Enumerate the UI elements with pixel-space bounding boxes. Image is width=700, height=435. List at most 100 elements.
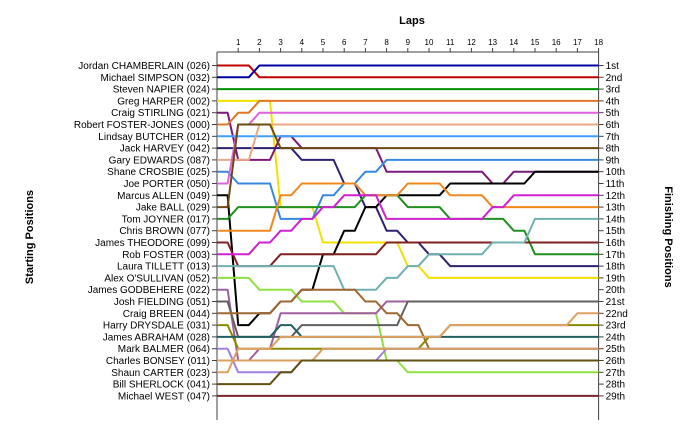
starting-label: Rob FOSTER (003) [122, 250, 210, 261]
finishing-label: 15th [606, 226, 625, 237]
starting-label: James GODBEHERE (022) [88, 285, 210, 296]
series-line [217, 194, 599, 256]
finishing-label: 13th [606, 203, 625, 214]
starting-label: Robert FOSTER-JONES (000) [74, 120, 210, 131]
series-lines [217, 64, 599, 397]
lap-tick-label: 12 [467, 38, 476, 47]
finishing-label: 23rd [606, 321, 626, 332]
lap-tick-label: 14 [509, 38, 518, 47]
starting-label: Michael WEST (047) [118, 391, 210, 402]
series-line [217, 288, 599, 350]
finishing-label: 14th [606, 214, 625, 225]
lap-tick-label: 15 [531, 38, 540, 47]
series-line [217, 111, 599, 185]
series-line [217, 147, 599, 268]
series-line [217, 99, 599, 126]
starting-label: Harry DRYSDALE (031) [103, 321, 210, 332]
starting-label: Shaun CARTER (023) [111, 368, 210, 379]
starting-position-labels: Jordan CHAMBERLAIN (026)Michael SIMPSON … [74, 61, 217, 402]
finishing-label: 11th [606, 179, 625, 190]
lap-tick-label: 17 [573, 38, 582, 47]
series-line [217, 64, 599, 79]
finishing-label: 19th [606, 273, 625, 284]
finishing-label: 22nd [606, 309, 628, 320]
finishing-label: 18th [606, 262, 625, 273]
lap-tick-label: 16 [552, 38, 561, 47]
series-line [217, 99, 599, 279]
starting-label: Marcus ALLEN (049) [117, 191, 210, 202]
series-line [217, 182, 599, 232]
starting-label: James THEODORE (099) [95, 238, 210, 249]
finishing-label: 4th [606, 96, 620, 107]
finishing-label: 16th [606, 238, 625, 249]
lap-tick-label: 11 [446, 38, 455, 47]
finishing-label: 5th [606, 108, 620, 119]
starting-label: Lindsay BUTCHER (012) [98, 132, 210, 143]
lap-tick-label: 13 [488, 38, 497, 47]
lap-tick-label: 1 [236, 38, 241, 47]
finishing-position-labels: 1st2nd3rd4th5th6th7th8th9th10th11th12th1… [598, 61, 628, 402]
starting-label: Mark BALMER (064) [118, 344, 210, 355]
lap-tick-label: 8 [384, 38, 389, 47]
finishing-label: 6th [606, 120, 620, 131]
starting-label: Laura TILLETT (013) [117, 262, 210, 273]
starting-label: Josh FIELDING (051) [114, 297, 210, 308]
finishing-label: 26th [606, 356, 625, 367]
starting-label: Jordan CHAMBERLAIN (026) [78, 61, 210, 72]
starting-label: Alex O'SULLIVAN (052) [104, 273, 210, 284]
finishing-label: 10th [606, 167, 625, 178]
series-line [217, 359, 599, 386]
chart-title: Laps [399, 15, 425, 27]
starting-label: Joe PORTER (050) [123, 179, 210, 190]
starting-label: Jack HARVEY (042) [120, 144, 210, 155]
lap-tick-label: 18 [594, 38, 603, 47]
series-line [217, 64, 599, 79]
finishing-label: 27th [606, 368, 625, 379]
lap-ticks: 1 2 3 4 5 6 7 8 9 10 11 12 13 14 15 16 17 18 [236, 38, 604, 52]
finishing-label: 3rd [606, 85, 620, 96]
finishing-label: 8th [606, 144, 620, 155]
series-line [217, 347, 599, 362]
starting-label: Jake BALL (029) [136, 203, 210, 214]
finishing-label: 21st [606, 297, 625, 308]
finishing-label: 20th [606, 285, 625, 296]
series-line [217, 312, 599, 374]
starting-label: Chris BROWN (077) [119, 226, 210, 237]
series-line [217, 111, 599, 185]
series-line [217, 217, 599, 291]
finishing-label: 29th [606, 391, 625, 402]
finishing-label: 2nd [606, 73, 623, 84]
finishing-label: 25th [606, 344, 625, 355]
starting-label: Bill SHERLOCK (041) [113, 380, 210, 391]
lap-tick-label: 3 [278, 38, 283, 47]
lap-tick-label: 5 [321, 38, 326, 47]
lap-tick-label: 6 [342, 38, 347, 47]
starting-label: Michael SIMPSON (032) [101, 73, 210, 84]
starting-label: Craig STIRLING (021) [111, 108, 210, 119]
finishing-label: 17th [606, 250, 625, 261]
lap-tick-label: 2 [257, 38, 262, 47]
starting-label: Gary EDWARDS (087) [109, 155, 210, 166]
lap-tick-label: 9 [406, 38, 411, 47]
lap-tick-label: 7 [363, 38, 368, 47]
lap-tick-label: 4 [300, 38, 305, 47]
y-axis-label-right: Finishing Positions [662, 186, 674, 287]
plot-frame [216, 51, 600, 420]
starting-label: Craig BREEN (044) [123, 309, 210, 320]
series-line [217, 194, 599, 256]
y-axis-label-left: Starting Positions [24, 190, 36, 284]
finishing-label: 12th [606, 191, 625, 202]
starting-label: Shane CROSBIE (025) [107, 167, 210, 178]
starting-label: Tom JOYNER (017) [122, 214, 210, 225]
finishing-label: 24th [606, 332, 625, 343]
finishing-label: 28th [606, 380, 625, 391]
starting-label: Steven NAPIER (024) [113, 85, 210, 96]
starting-label: James ABRAHAM (028) [103, 332, 210, 343]
starting-label: Charles BONSEY (011) [106, 356, 210, 367]
starting-label: Greg HARPER (002) [117, 96, 210, 107]
finishing-label: 1st [606, 61, 620, 72]
finishing-label: 7th [606, 132, 620, 143]
lap-tick-label: 10 [425, 38, 434, 47]
series-line [217, 158, 599, 220]
